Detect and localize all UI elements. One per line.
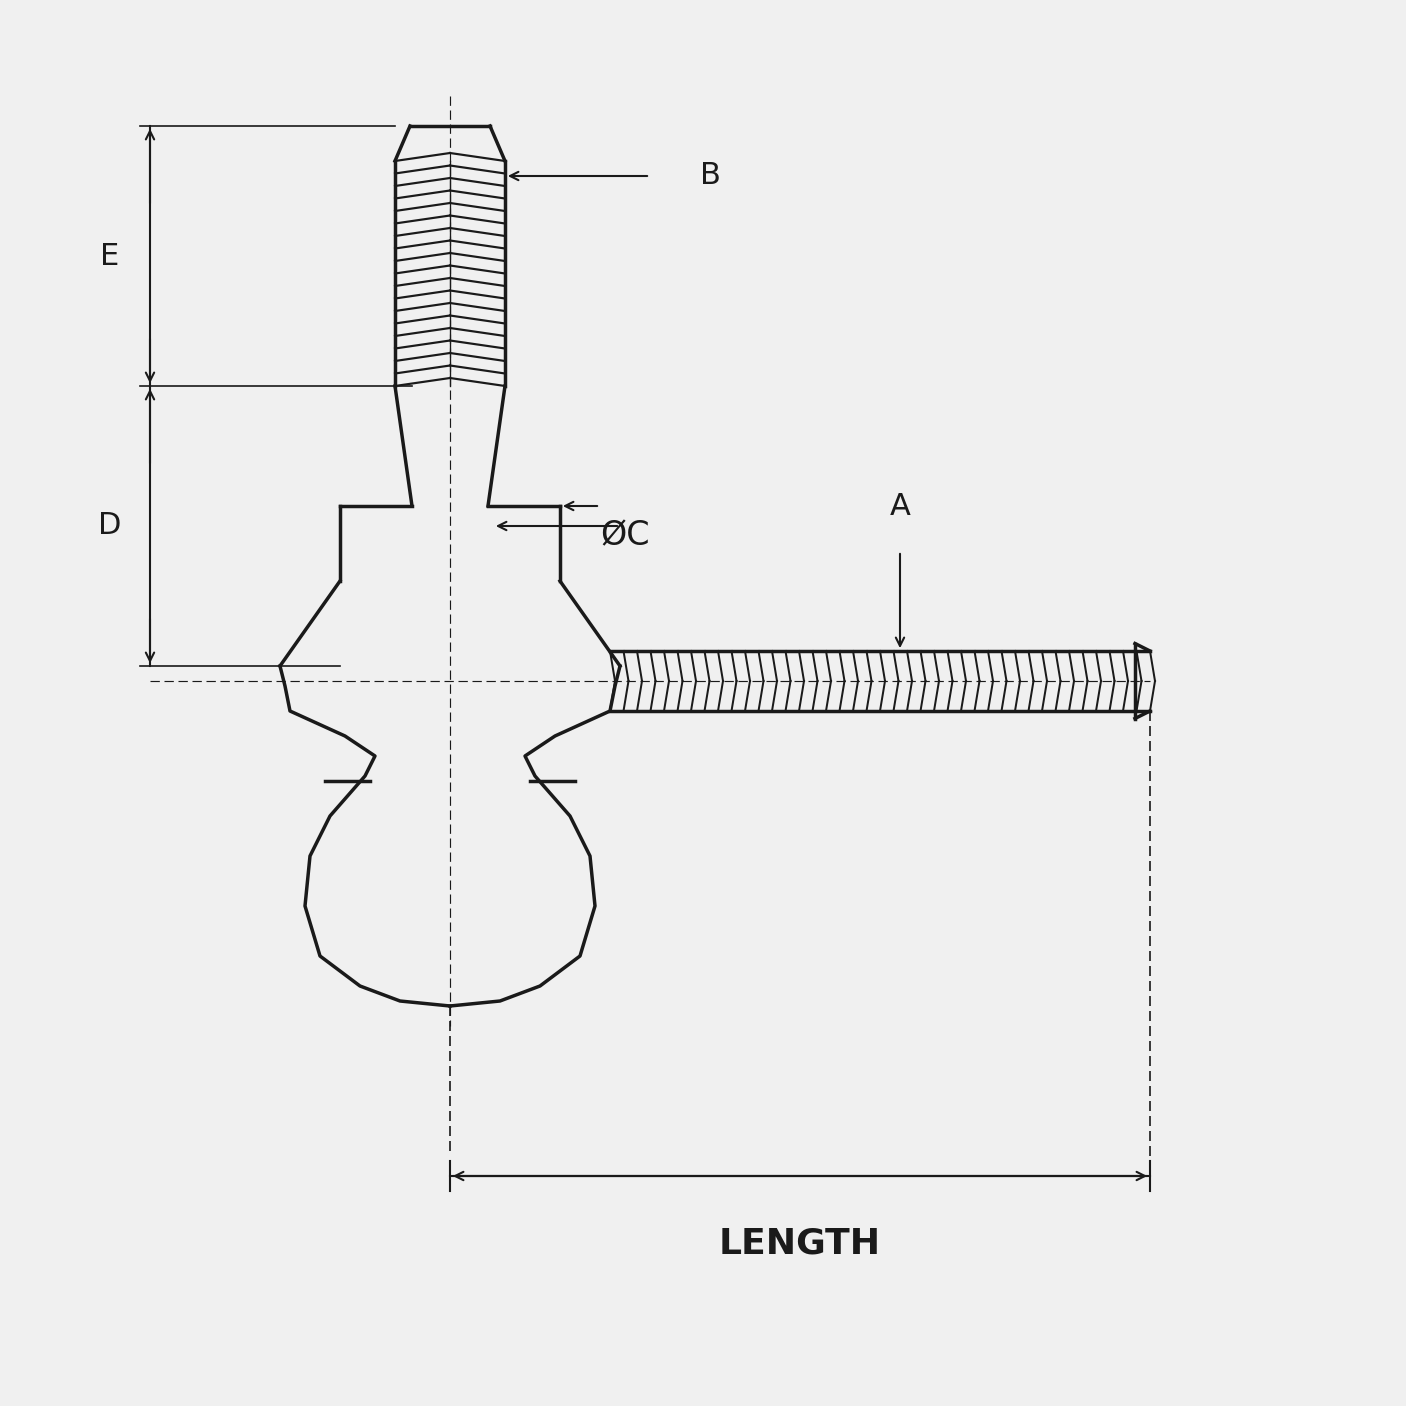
Text: B: B	[700, 162, 721, 190]
Text: LENGTH: LENGTH	[718, 1226, 882, 1260]
Text: E: E	[100, 242, 120, 270]
Text: A: A	[890, 492, 911, 522]
Text: ØC: ØC	[600, 519, 650, 553]
Text: D: D	[98, 512, 122, 540]
